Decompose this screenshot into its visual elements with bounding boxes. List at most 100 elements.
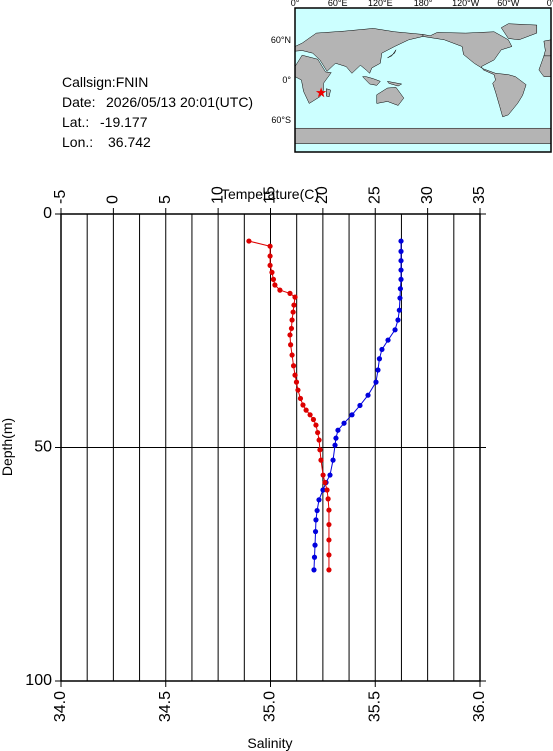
x-tick-label: 5	[157, 195, 174, 204]
profile-point	[295, 387, 301, 393]
profile-point	[398, 248, 404, 254]
profile-point	[316, 437, 322, 443]
profile-point	[349, 412, 355, 418]
profile-point	[315, 429, 321, 436]
profile-point	[267, 243, 273, 249]
lat: -19.177	[100, 114, 148, 130]
location-star	[315, 87, 327, 98]
profile-point	[269, 269, 275, 275]
map	[294, 7, 552, 153]
callsign: Callsign:FNIN	[62, 74, 148, 90]
profile-point	[287, 332, 293, 338]
profile-point	[314, 507, 320, 514]
x2-tick-label: 36.0	[471, 691, 488, 722]
x2-tick-label: 35.0	[262, 691, 279, 722]
profile-point	[288, 325, 295, 332]
x-tick-label: 20	[314, 186, 331, 204]
map-lat-label: 0°	[282, 75, 291, 85]
continent	[387, 49, 397, 59]
profile-point	[385, 337, 391, 343]
x-tick-label: 0	[105, 195, 122, 204]
profile-point	[287, 290, 293, 296]
profile-point	[398, 258, 404, 264]
x2-tick-label: 35.5	[366, 691, 383, 722]
y-tick-label: 100	[25, 672, 52, 689]
profile-point	[375, 367, 381, 373]
map-lat-label: 60°N	[271, 35, 291, 45]
continent	[500, 23, 538, 41]
profile-point	[330, 457, 336, 463]
profile-point	[333, 435, 339, 441]
profile-point	[293, 379, 300, 385]
date-label: Date:	[62, 94, 95, 110]
profile-point	[322, 479, 328, 486]
x-tick-label: 15	[262, 186, 279, 204]
profile-point	[335, 427, 341, 433]
profile-point	[396, 307, 402, 313]
continent	[543, 39, 551, 57]
profile-point	[288, 342, 294, 348]
profile-point	[292, 372, 298, 378]
profile-point	[327, 472, 333, 478]
profile-point	[290, 309, 296, 315]
x2-tick-label: 34.0	[52, 691, 69, 722]
x-tick-label: -5	[52, 190, 69, 204]
date: 2026/05/13 20:01(UTC)	[106, 94, 253, 110]
profile-point	[332, 442, 338, 448]
map-lon-label: 0°	[547, 0, 553, 8]
profile-point	[373, 379, 379, 385]
profile-point	[325, 496, 331, 502]
profile-point	[326, 521, 332, 528]
profile-point	[326, 552, 332, 558]
profile-point	[397, 295, 403, 301]
profile-point	[267, 253, 273, 259]
map-lon-label: 60°W	[497, 0, 520, 8]
profile-point	[326, 567, 332, 573]
profile-point	[312, 528, 319, 535]
profile-point	[392, 327, 398, 333]
profile-point	[379, 346, 385, 353]
continent	[376, 87, 405, 106]
profile-point	[357, 402, 363, 409]
continent	[295, 127, 551, 144]
y-tick-label: 0	[43, 205, 52, 222]
profile-point	[324, 487, 330, 493]
lon: 36.742	[108, 134, 151, 150]
profile-point	[310, 416, 317, 423]
profile-point	[303, 407, 309, 413]
profile-point	[246, 238, 252, 244]
profile-point	[341, 420, 347, 426]
continent	[386, 80, 403, 87]
profile-point	[291, 302, 297, 308]
map-lat-label: 60°S	[271, 115, 291, 125]
x-tick-label: 25	[366, 186, 383, 204]
lon-label: Lon.:	[62, 134, 93, 150]
profile-point	[397, 286, 403, 292]
x-tick-label: 30	[419, 186, 436, 204]
profile-point	[267, 262, 273, 268]
profile-point	[326, 537, 332, 543]
profile-point	[365, 392, 371, 398]
x-tick-label: 10	[209, 186, 226, 204]
continent	[295, 28, 424, 74]
info: Callsign:FNIN Date: 2026/05/13 20:01(UTC…	[62, 74, 253, 150]
profile-point	[376, 356, 383, 362]
x2-axis-title: Salinity	[247, 735, 292, 751]
profile-point	[312, 542, 318, 548]
profile-point	[317, 447, 323, 453]
continent	[538, 54, 551, 77]
profile-point	[316, 497, 322, 503]
continent	[361, 76, 381, 86]
profile-point	[398, 276, 404, 282]
profile-point	[272, 282, 278, 288]
profile-point	[289, 352, 295, 358]
profile-point	[300, 402, 306, 408]
continent	[422, 31, 527, 118]
profile-point	[270, 276, 277, 282]
profile-point	[307, 412, 313, 418]
map-lon-label: 120°E	[368, 0, 393, 8]
map-lon-label: 0°	[291, 0, 300, 8]
map-frame	[294, 7, 552, 153]
profile-point	[313, 422, 319, 428]
